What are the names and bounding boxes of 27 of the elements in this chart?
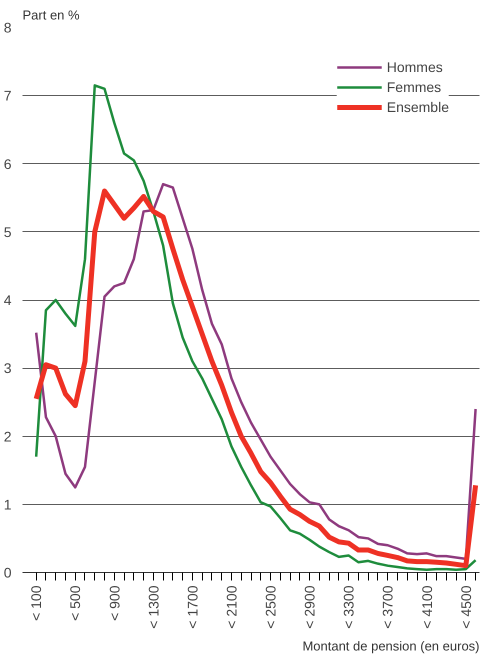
- legend-label: Ensemble: [386, 99, 449, 115]
- y-tick-label: 4: [4, 292, 12, 308]
- y-tick-label: 5: [4, 224, 12, 240]
- y-tick-label: 1: [4, 496, 12, 512]
- y-tick-label: 8: [4, 20, 12, 36]
- y-tick-label: 3: [4, 360, 12, 376]
- x-tick-label: < 2100: [223, 585, 240, 629]
- y-tick-label: 2: [4, 428, 12, 444]
- y-axis-title: Part en %: [22, 8, 80, 22]
- x-tick-label: < 1700: [184, 585, 200, 629]
- x-tick-label: < 3300: [340, 585, 357, 629]
- y-tick-label: 7: [4, 88, 12, 104]
- x-tick-label: < 4100: [418, 585, 435, 629]
- x-tick-label: < 500: [67, 585, 84, 621]
- x-tick-label: < 900: [106, 585, 122, 621]
- y-tick-label: 0: [4, 564, 12, 580]
- y-tick-label: 6: [4, 156, 12, 172]
- legend-label: Hommes: [386, 59, 443, 75]
- legend-label: Femmes: [386, 79, 442, 95]
- x-tick-label: < 4500: [458, 585, 474, 629]
- x-tick-label: < 2900: [302, 585, 318, 629]
- x-tick-label: < 2500: [262, 585, 279, 629]
- x-tick-label: < 100: [28, 585, 44, 621]
- line-series: [34, 84, 477, 572]
- x-axis-title: Montant de pension (en euros): [302, 638, 480, 654]
- x-tick-label: < 1300: [145, 585, 162, 629]
- x-tick-label: < 3700: [380, 585, 396, 629]
